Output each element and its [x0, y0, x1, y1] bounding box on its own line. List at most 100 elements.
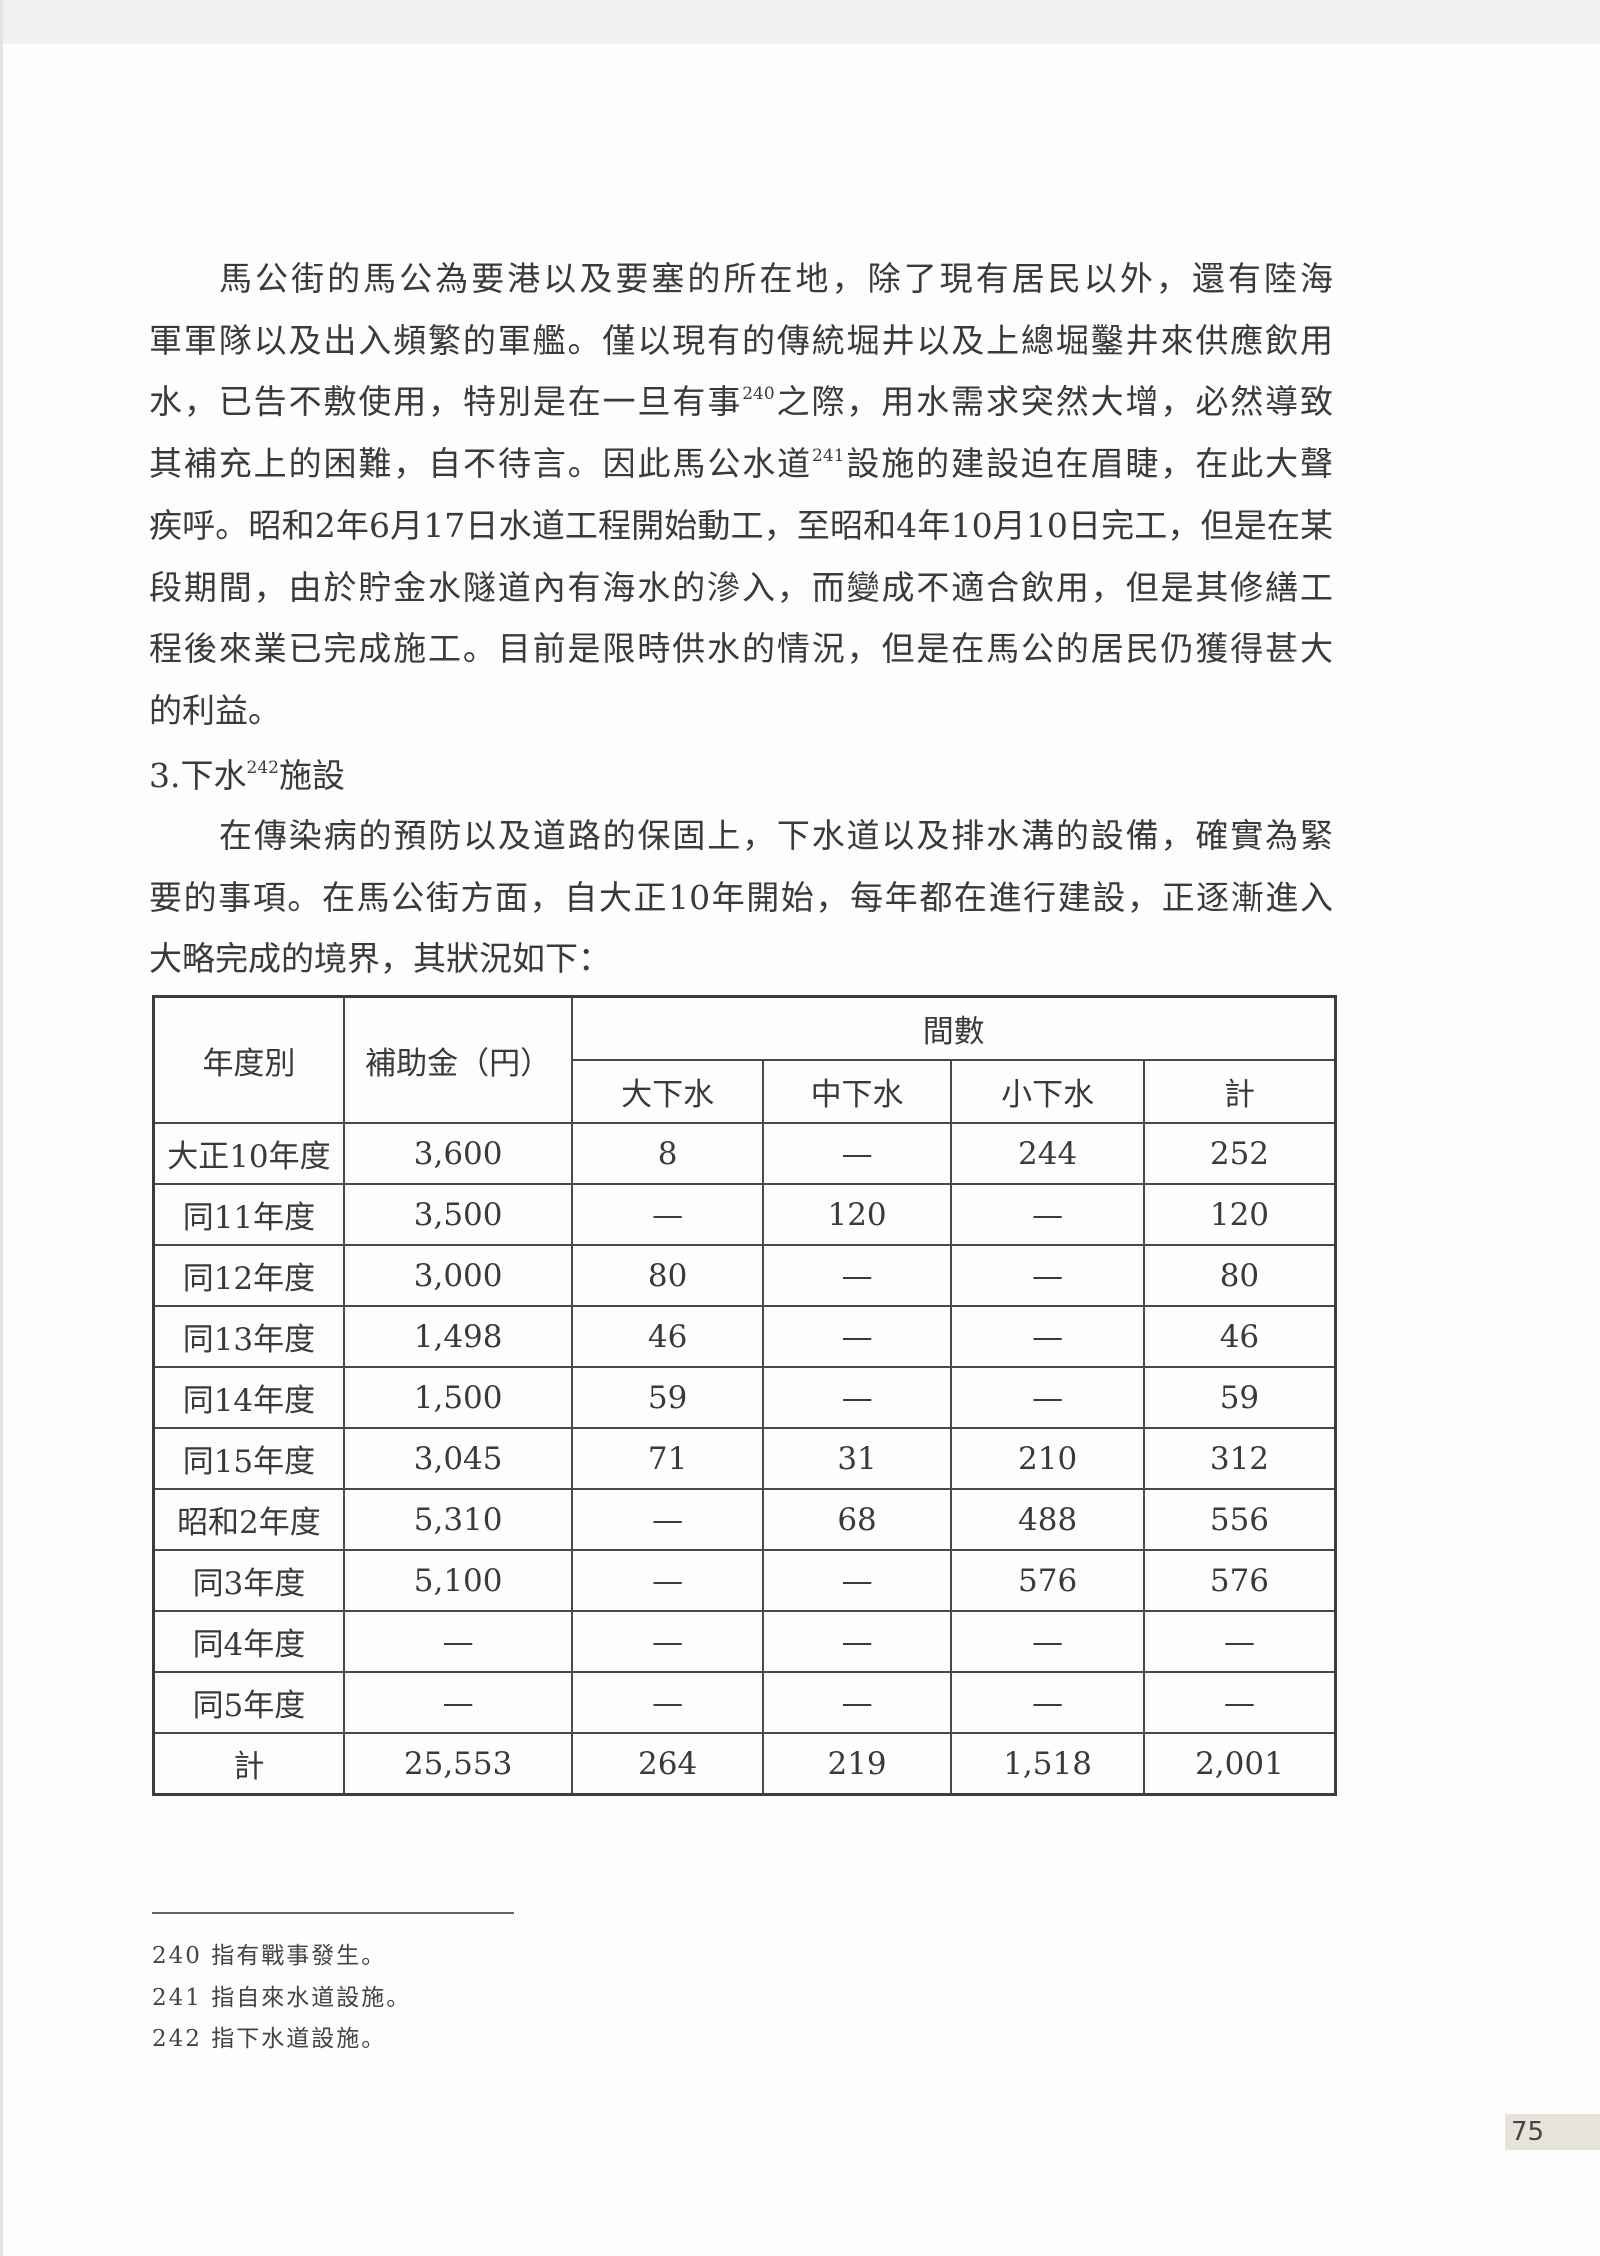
header-subsidy: 補助金（円）	[342, 995, 574, 1124]
cell-medium-sewer: 219	[761, 1732, 953, 1796]
cell-total: 46	[1142, 1305, 1337, 1368]
table-row: 同12年度 3,000 80— —80	[152, 1244, 1337, 1307]
sewer-table: 年度別 補助金（円） 間數 大下水 中下水 小下水 計 大正10年度 3,600 8…	[152, 995, 1337, 1796]
cell-large-sewer: 46	[571, 1305, 764, 1368]
cell-medium-sewer: —	[761, 1549, 953, 1612]
text-line: 疾呼。昭和2年6月17日水道工程開始動工，至昭和4年10月10日完工，但是在某	[149, 505, 1333, 545]
cell-total: 2,001	[1142, 1732, 1337, 1796]
cell-year: 計	[152, 1732, 345, 1796]
text-line: 要的事項。在馬公街方面，自大正10年開始，每年都在進行建設，正逐漸進入	[149, 877, 1333, 917]
footnote-divider	[152, 1912, 514, 1914]
text-line: 馬公街的馬公為要港以及要塞的所在地，除了現有居民以外，還有陸海	[219, 259, 1333, 298]
cell-subsidy: 3,500	[342, 1183, 574, 1246]
line-text: 其補充上的困難，自不待言。因此馬公水道	[149, 444, 813, 484]
cell-total: 120	[1142, 1183, 1337, 1246]
cell-large-sewer: 8	[571, 1122, 764, 1185]
cell-total: —	[1142, 1671, 1337, 1734]
table-row: 大正10年度 3,600 8—244 252	[152, 1122, 1337, 1185]
cell-medium-sewer: —	[761, 1671, 953, 1734]
cell-small-sewer: —	[950, 1610, 1145, 1673]
cell-large-sewer: —	[571, 1488, 764, 1551]
cell-small-sewer: —	[950, 1305, 1145, 1368]
cell-large-sewer: —	[571, 1549, 764, 1612]
cell-total: —	[1142, 1610, 1337, 1673]
cell-small-sewer: 1,518	[950, 1732, 1145, 1796]
table-row: 同5年度 — — — — —	[152, 1671, 1337, 1734]
cell-small-sewer: 488	[950, 1488, 1145, 1551]
cell-total: 312	[1142, 1427, 1337, 1490]
line-text: 水，已告不敷使用，特別是在一旦有事	[149, 382, 743, 422]
cell-year: 昭和2年度	[152, 1488, 345, 1551]
text-line: 水，已告不敷使用，特別是在一旦有事240之際，用水需求突然大增，必然導致	[149, 382, 1333, 422]
cell-year: 大正10年度	[152, 1122, 345, 1185]
cell-year: 同11年度	[152, 1183, 345, 1246]
table-total-row: 計 25,553 264 219 1,518 2,001	[152, 1732, 1337, 1796]
cell-medium-sewer: —	[761, 1244, 953, 1307]
line-text: 之際，用水需求突然大增，必然導致	[774, 382, 1334, 422]
cell-large-sewer: —	[571, 1183, 764, 1246]
cell-subsidy: 3,600	[342, 1122, 574, 1185]
page-number: 75	[1505, 2114, 1600, 2150]
text-line: 軍軍隊以及出入頻繁的軍艦。僅以現有的傳統堀井以及上總堀鑿井來供應飲用	[149, 320, 1333, 360]
cell-large-sewer: 71	[571, 1427, 764, 1490]
text-line: 程後來業已完成施工。目前是限時供水的情況，但是在馬公的居民仍獲得甚大	[149, 629, 1333, 669]
footnote-ref: 240	[742, 384, 775, 405]
cell-large-sewer: —	[571, 1610, 764, 1673]
cell-medium-sewer: —	[761, 1122, 953, 1185]
cell-total: 59	[1142, 1366, 1337, 1429]
cell-year: 同4年度	[152, 1610, 345, 1673]
header-large-sewer: 大下水	[571, 1059, 764, 1124]
cell-subsidy: —	[342, 1671, 574, 1734]
cell-subsidy: 3,000	[342, 1244, 574, 1307]
table-row: 昭和2年度 5,310—68 488 556	[152, 1488, 1337, 1551]
scan-left-edge	[0, 0, 3, 2256]
header-year: 年度別	[152, 995, 345, 1124]
cell-year: 同15年度	[152, 1427, 345, 1490]
cell-subsidy: —	[342, 1610, 574, 1673]
cell-small-sewer: 244	[950, 1122, 1145, 1185]
cell-total: 576	[1142, 1549, 1337, 1612]
cell-large-sewer: —	[571, 1671, 764, 1734]
scan-top-band	[0, 0, 1600, 44]
cell-year: 同3年度	[152, 1549, 345, 1612]
section-heading: 3.下水242施設	[149, 756, 1333, 796]
text-line: 在傳染病的預防以及道路的保固上，下水道以及排水溝的設備，確實為緊	[219, 816, 1333, 855]
cell-subsidy: 1,498	[342, 1305, 574, 1368]
cell-small-sewer: —	[950, 1671, 1145, 1734]
cell-small-sewer: 576	[950, 1549, 1145, 1612]
text-line: 其補充上的困難，自不待言。因此馬公水道241設施的建設迫在眉睫，在此大聲	[149, 444, 1333, 484]
heading-text: 施設	[278, 756, 345, 795]
table-row: 同11年度 3,500—120—120	[152, 1183, 1337, 1246]
footnote-240: 240 指有戰事發生。	[152, 1943, 387, 1969]
cell-subsidy: 5,310	[342, 1488, 574, 1551]
table-row: 同13年度 1,498 46— —46	[152, 1305, 1337, 1368]
line-text: 設施的建設迫在眉睫，在此大聲	[844, 444, 1334, 484]
text-line: 段期間，由於貯金水隧道內有海水的滲入，而變成不適合飲用，但是其修繕工	[149, 567, 1333, 607]
cell-medium-sewer: —	[761, 1366, 953, 1429]
cell-total: 556	[1142, 1488, 1337, 1551]
cell-year: 同5年度	[152, 1671, 345, 1734]
cell-medium-sewer: 31	[761, 1427, 953, 1490]
cell-year: 同13年度	[152, 1305, 345, 1368]
text-line: 大略完成的境界，其狀況如下：	[149, 939, 611, 979]
cell-small-sewer: —	[950, 1366, 1145, 1429]
table-row: 同4年度 — — — — —	[152, 1610, 1337, 1673]
header-small-sewer: 小下水	[950, 1059, 1145, 1124]
footnote-242: 242 指下水道設施。	[152, 2026, 387, 2052]
cell-large-sewer: 264	[571, 1732, 764, 1796]
cell-large-sewer: 80	[571, 1244, 764, 1307]
cell-small-sewer: 210	[950, 1427, 1145, 1490]
text-line: 的利益。	[149, 690, 281, 730]
cell-year: 同12年度	[152, 1244, 345, 1307]
cell-large-sewer: 59	[571, 1366, 764, 1429]
cell-total: 80	[1142, 1244, 1337, 1307]
footnote-241: 241 指自來水道設施。	[152, 1985, 412, 2011]
cell-total: 252	[1142, 1122, 1337, 1185]
cell-medium-sewer: 120	[761, 1183, 953, 1246]
table-row: 同15年度 3,045 71 31 210 312	[152, 1427, 1337, 1490]
footnote-ref: 242	[246, 758, 279, 778]
header-total: 計	[1142, 1059, 1337, 1124]
cell-medium-sewer: —	[761, 1305, 953, 1368]
cell-medium-sewer: 68	[761, 1488, 953, 1551]
cell-subsidy: 5,100	[342, 1549, 574, 1612]
